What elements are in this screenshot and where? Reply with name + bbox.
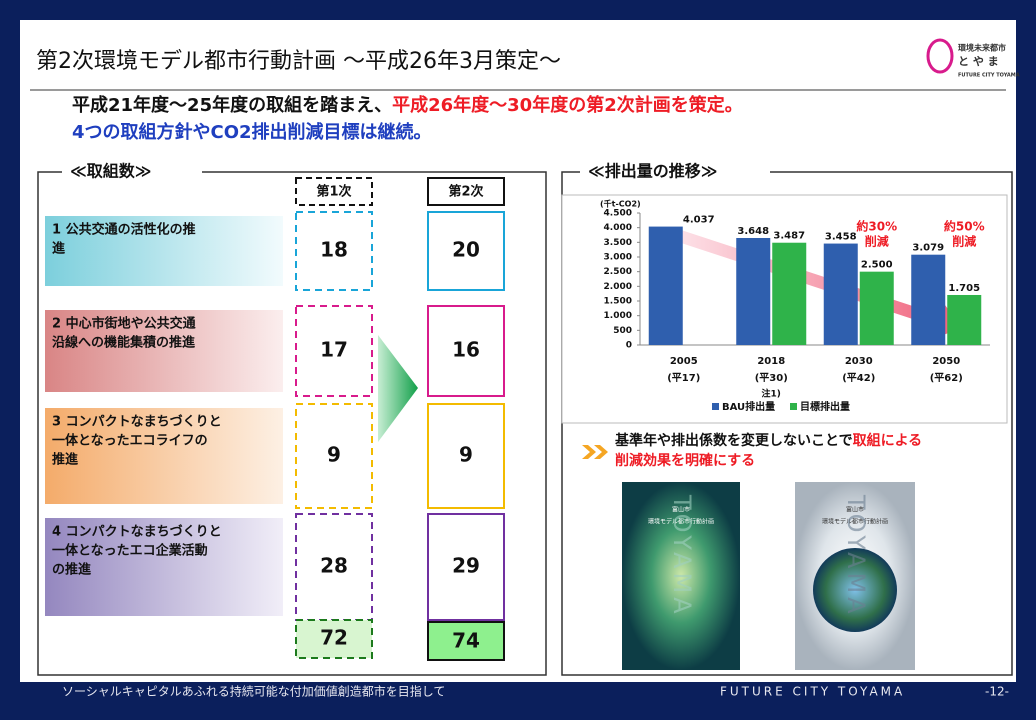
note-line: 削減効果を明確にする <box>615 452 755 469</box>
annotation: 削減 <box>865 234 889 249</box>
bar <box>947 295 981 345</box>
action-label: 3 コンパクトなまちづくりと <box>52 414 222 430</box>
title: 第2次環境モデル都市行動計画 ～平成26年3月策定～ <box>36 49 561 74</box>
note-part: 取組による <box>853 432 923 449</box>
y-tick-label: 3.500 <box>604 238 632 248</box>
count: 17 <box>320 338 348 362</box>
action-label: 推進 <box>52 452 78 468</box>
count: 9 <box>459 443 473 467</box>
value-label: 3.487 <box>773 231 805 242</box>
y-tick-label: 0 <box>626 341 632 351</box>
action-label: 進 <box>52 241 65 257</box>
total: 72 <box>320 626 348 650</box>
footer-slogan: ソーシャルキャピタルあふれる持続可能な付加価値創造都市を目指して <box>62 684 445 699</box>
action-label: の推進 <box>52 562 91 578</box>
bar <box>824 244 858 345</box>
y-tick-label: 3.000 <box>604 253 632 263</box>
y-tick-label: 1.500 <box>604 297 632 307</box>
legend-swatch <box>712 403 719 410</box>
unit: (千t-CO2) <box>600 199 641 209</box>
action-label: 一体となったエコライフの <box>52 433 208 449</box>
annotation: 約50% <box>944 219 985 234</box>
slide: 第2次環境モデル都市行動計画 ～平成26年3月策定～ 環境未来都市と や ま FUT… <box>0 0 1036 720</box>
x-tick-note: (平62) <box>930 372 963 384</box>
value-label: 2.500 <box>861 260 893 271</box>
x-tick-note: (平42) <box>842 372 875 384</box>
column-header: 第1次 <box>316 184 351 200</box>
x-tick-label: 2030 <box>845 356 873 367</box>
bar <box>736 238 770 345</box>
action-label: 2 中心市街地や公共交通 <box>52 316 196 332</box>
summary-part: 平成21年度～25年度の取組を踏まえ、 <box>72 94 392 116</box>
count: 29 <box>452 554 480 578</box>
legend-label: BAU排出量 <box>722 400 775 413</box>
bar <box>649 227 683 345</box>
bar <box>911 255 945 345</box>
page-number: -12- <box>985 685 1009 699</box>
action-label: 沿線への機能集積の推進 <box>52 335 195 351</box>
value-label: 3.648 <box>737 226 769 237</box>
annotation: 約30% <box>856 219 897 234</box>
cover-word: TOYAMA <box>842 494 870 618</box>
legend-swatch <box>790 403 797 410</box>
note-line: 基準年や排出係数を変更しないことで取組による <box>615 432 922 449</box>
action-label: 一体となったエコ企業活動 <box>52 543 208 559</box>
y-tick-label: 500 <box>613 326 632 336</box>
action-label: 4 コンパクトなまちづくりと <box>52 524 222 540</box>
y-tick-label: 1.000 <box>604 311 632 321</box>
summary-part: 平成26年度～30年度の第2次計画を策定。 <box>392 94 743 116</box>
count: 9 <box>327 443 341 467</box>
annotation: 削減 <box>952 234 976 249</box>
bar <box>860 272 894 345</box>
logo-text: FUTURE CITY TOYAMA <box>958 73 1020 79</box>
logo-text: 環境未来都市 <box>958 43 1006 53</box>
footnote: 注1) <box>762 388 781 400</box>
y-tick-label: 4.500 <box>604 209 632 219</box>
action-label: 1 公共交通の活性化の推 <box>52 222 196 238</box>
y-tick-label: 4.000 <box>604 223 632 233</box>
value-label: 1.705 <box>948 283 980 294</box>
cover-word: TOYAMA <box>668 494 696 618</box>
x-tick-note: (平30) <box>755 372 788 384</box>
x-tick-note: (平17) <box>667 372 700 384</box>
summary-line: 4つの取組方針やCO2排出削減目標は継続。 <box>72 121 432 143</box>
legend-label: 目標排出量 <box>800 400 850 413</box>
count: 18 <box>320 238 348 262</box>
x-tick-label: 2018 <box>757 356 785 367</box>
x-tick-label: 2005 <box>670 356 698 367</box>
count: 20 <box>452 238 480 262</box>
column-header: 第2次 <box>448 184 483 200</box>
bar <box>772 243 806 345</box>
panel-title: ≪取組数≫ <box>70 162 152 181</box>
y-tick-label: 2.000 <box>604 282 632 292</box>
value-label: 3.079 <box>912 243 944 254</box>
chart-title: ≪排出量の推移≫ <box>588 162 718 181</box>
count: 16 <box>452 338 480 362</box>
note-part: 基準年や排出係数を変更しないことで <box>615 432 853 449</box>
logo-text: と や ま <box>958 55 999 68</box>
value-label: 4.037 <box>683 215 715 226</box>
footer-brand: FUTURE CITY TOYAMA <box>720 685 905 699</box>
summary-line: 平成21年度～25年度の取組を踏まえ、平成26年度～30年度の第2次計画を策定。 <box>72 94 743 116</box>
x-tick-label: 2050 <box>932 356 960 367</box>
count: 28 <box>320 554 348 578</box>
total: 74 <box>452 629 480 653</box>
value-label: 3.458 <box>825 232 857 243</box>
y-tick-label: 2.500 <box>604 267 632 277</box>
